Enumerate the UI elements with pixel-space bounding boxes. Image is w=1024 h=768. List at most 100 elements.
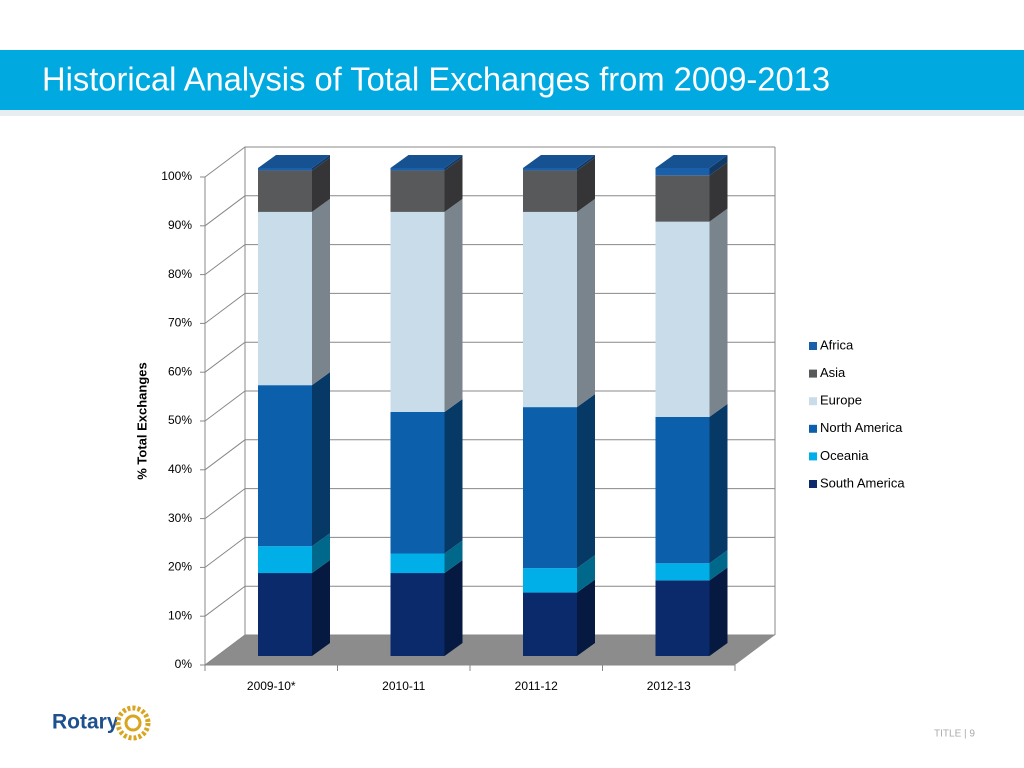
bar-side (444, 540, 463, 574)
legend-swatch (809, 342, 817, 350)
y-tick-label: 30% (168, 511, 192, 525)
legend-swatch (809, 397, 817, 406)
bar-side (577, 555, 595, 593)
legend-label: Europe (820, 393, 862, 408)
y-tick-label: 90% (168, 218, 192, 232)
y-tick-label: 10% (168, 608, 192, 622)
bar-segment (523, 168, 577, 171)
legend-swatch (809, 480, 817, 488)
floor (205, 635, 775, 665)
bar-side (444, 155, 463, 171)
bar-side (444, 198, 463, 412)
bar-side (312, 560, 330, 656)
bar-side (444, 399, 463, 554)
logo-hub (124, 714, 142, 732)
bar-segment (390, 573, 445, 656)
bar-segment (258, 168, 312, 171)
bar-side (577, 394, 595, 569)
logo-wheel (115, 705, 151, 741)
header-shadow (0, 110, 1024, 116)
bar-side (577, 155, 595, 171)
bar-top (390, 155, 463, 168)
bar-segment (655, 563, 710, 581)
bar-segment (390, 211, 445, 412)
y-tick-label: 100% (161, 169, 192, 183)
grid-line (204, 244, 775, 276)
footer-text: TITLE | 9 (934, 729, 975, 740)
x-tick-label: 2009-10* (247, 679, 296, 693)
bar-side (709, 403, 728, 564)
bar-segment (258, 385, 312, 547)
bar-side (577, 198, 595, 408)
bar-segment (655, 168, 710, 176)
bar-segment (390, 170, 445, 212)
grid-line (204, 390, 775, 422)
bar-side (709, 162, 728, 222)
legend-swatch (809, 452, 817, 461)
grid-line (204, 292, 775, 324)
grid-line (204, 341, 775, 373)
bar-segment (655, 221, 710, 417)
bar-segment (258, 170, 312, 212)
grid-line (204, 195, 775, 227)
bar-segment (523, 211, 577, 408)
legend-swatch (809, 424, 817, 433)
bar-side (312, 155, 330, 171)
bar-side (312, 198, 330, 386)
legend-label: Africa (820, 337, 854, 352)
bar-segment (390, 412, 445, 554)
bar-segment (655, 416, 710, 564)
x-tick-label: 2011-12 (515, 679, 558, 693)
bar-segment (523, 592, 577, 656)
bar-segment (523, 170, 577, 212)
bar-side (312, 372, 330, 547)
header-band (0, 50, 1024, 110)
bar-top (523, 155, 595, 168)
bar-side (312, 157, 330, 212)
grid-line (204, 488, 775, 519)
bar-segment (390, 553, 445, 574)
slide-title: Historical Analysis of Total Exchanges f… (42, 61, 830, 98)
bar-side (312, 533, 330, 574)
bar-side (444, 157, 463, 212)
bar-side (444, 560, 463, 656)
y-tick-label: 70% (168, 316, 192, 330)
bar-segment (655, 175, 710, 222)
grid-line (204, 536, 775, 568)
y-tick-label: 60% (168, 364, 192, 378)
y-tick-label: 50% (168, 413, 192, 427)
bar-top (655, 155, 728, 168)
bar-top (258, 155, 330, 168)
bar-side (709, 567, 728, 656)
bar-side (709, 550, 728, 581)
legend-label: North America (820, 420, 903, 435)
legend-label: South America (820, 475, 905, 490)
bar-side (577, 579, 595, 656)
grid-line (204, 634, 775, 666)
bar-segment (523, 568, 577, 593)
legend-swatch (809, 369, 817, 378)
y-tick-label: 80% (168, 267, 192, 281)
grid-line (204, 439, 775, 471)
logo: Rotary (52, 705, 151, 741)
y-tick-label: 0% (175, 657, 193, 671)
bar-side (709, 208, 728, 417)
bar-side (577, 157, 595, 212)
logo-text: Rotary (52, 711, 119, 734)
y-axis-label: % Total Exchanges (134, 362, 149, 480)
bar-side (709, 155, 728, 176)
y-tick-label: 20% (168, 560, 192, 574)
bar-segment (258, 211, 312, 386)
legend-label: Asia (820, 365, 846, 380)
x-tick-label: 2010-11 (382, 679, 425, 693)
x-tick-label: 2012-13 (647, 679, 691, 693)
bar-segment (655, 580, 710, 656)
bar-segment (258, 546, 312, 574)
bar-segment (390, 168, 445, 171)
bar-segment (258, 573, 312, 656)
grid-line (204, 585, 775, 617)
legend-label: Oceania (820, 448, 869, 463)
y-tick-label: 40% (168, 462, 192, 476)
bar-segment (523, 407, 577, 569)
